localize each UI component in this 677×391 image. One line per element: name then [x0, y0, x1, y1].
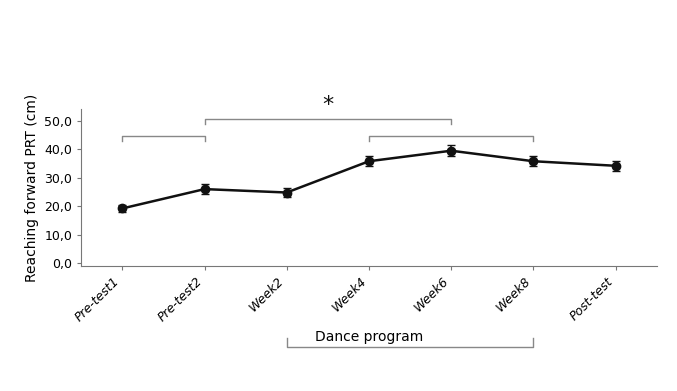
- Y-axis label: Reaching forward PRT (cm): Reaching forward PRT (cm): [24, 93, 39, 282]
- Text: *: *: [322, 95, 334, 115]
- X-axis label: Dance program: Dance program: [315, 330, 423, 344]
